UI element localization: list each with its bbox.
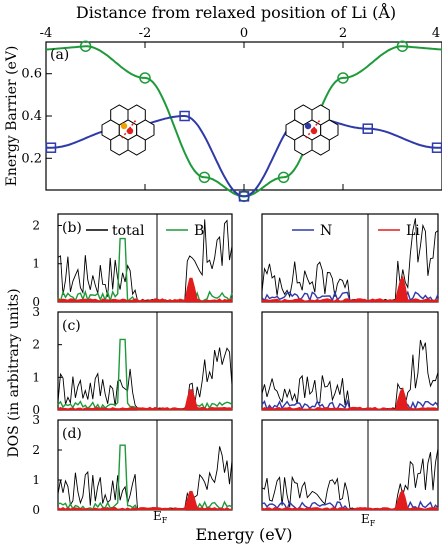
dos-panel-b-left: 0 1 2 (b) [32,213,233,309]
hexagon-cell [110,134,129,156]
dos-panel-c-right [261,311,439,411]
legend-label-b: B [194,223,204,239]
y-tick-label: 1 [32,370,40,384]
y-tick-label: 0.2 [21,151,42,166]
atom-marker [120,122,128,130]
dos-panel-frame [57,213,233,303]
li-atom [126,127,134,135]
panel-a-y-ticks: 0.2 0.4 0.6 [21,67,52,166]
data-point-square [179,110,190,122]
data-point-circle [139,72,151,84]
li-dos-fill [261,387,439,411]
dos-panel-frame [261,311,439,411]
dos-panel-b-right [261,213,439,303]
li-dos-fill [57,389,233,411]
top-axis-title: Distance from relaxed position of Li (Å) [76,2,396,22]
legend-label-total: total [112,223,145,239]
dos-panel-d-left: 0 1 2 3 (d) [32,413,233,517]
panel-label: (b) [62,220,82,236]
dos-panel-frame [57,419,233,511]
data-point-circle [277,171,290,184]
y-tick-label: 2 [32,338,40,352]
dos-panel-d-right [261,419,439,511]
dos-ylabel: DOS (in arbitrary units) [6,288,22,457]
hexagon-cell [294,134,313,156]
ef-label-right: EF [361,512,376,528]
li-dos-fill [261,489,439,511]
dos-panel-frame [261,419,439,511]
y-tick-label: 1 [32,473,40,487]
atom-marker [304,122,312,130]
panel-label: (d) [62,426,82,442]
top-axis-ylabel: Energy Barrier (eV) [4,46,20,187]
x-tick-label: -4 [40,26,53,41]
x-tick-label: 4 [432,26,440,41]
boron-dos-line [57,444,233,512]
total-dos-line [261,448,439,510]
li-atom [310,127,318,135]
y-tick-label: 2 [32,218,40,232]
dos-panel-c-left: 0 1 2 3 (c) [32,305,233,417]
li-dos-fill [57,490,233,511]
legend-left: total B [86,223,204,239]
ef-label-left: EF [153,509,168,525]
panel-a: -4 -2 0 2 4 0.2 0.4 0.6 (a) [21,26,442,203]
panel-a-frame [45,41,442,191]
data-point-circle [337,72,349,84]
total-dos-line [261,339,439,410]
y-tick-label: 0 [32,295,40,309]
li-dos-fill [57,277,233,303]
total-dos-line [57,446,233,510]
data-point-square [362,123,373,134]
hexagon-cell [127,134,146,156]
li-dos-fill [261,275,439,303]
legend-label-li: Li [406,223,420,239]
y-tick-label: 2 [32,443,40,457]
hexagon-inset-right [285,104,339,156]
legend-label-n: N [320,223,332,239]
panel-a-label: (a) [50,47,69,63]
total-dos-line [57,219,233,302]
legend-right: N Li [292,223,420,239]
panel-a-x-ticks: -4 -2 0 2 4 [40,26,442,190]
x-tick-label: 2 [339,26,347,41]
data-point-square [45,142,57,153]
total-dos-line [57,347,233,410]
y-tick-label: 3 [32,305,40,319]
y-tick-label: 0 [32,503,40,517]
data-point-circle [198,171,211,184]
y-tick-label: 0 [32,403,40,417]
series-line-green [45,45,442,198]
y-tick-label: 3 [32,413,40,427]
dos-xlabel: Energy (eV) [196,525,293,544]
panel-label: (c) [62,318,81,334]
data-point-square [238,191,250,202]
hexagon-inset-left [101,104,155,156]
x-tick-label: -2 [139,26,152,41]
y-tick-label: 0.6 [21,67,42,82]
hexagon-cell [311,134,330,156]
dos-panels: 0 1 2 (b) 0 1 2 3 (c) 0 1 2 3 (d) total B N Li [32,213,439,517]
y-tick-label: 1 [32,257,40,271]
panel-a-series [45,40,442,203]
data-point-circle [396,40,409,52]
y-tick-label: 0.4 [21,109,42,124]
data-point-circle [79,40,92,52]
x-tick-label: 0 [240,26,248,41]
